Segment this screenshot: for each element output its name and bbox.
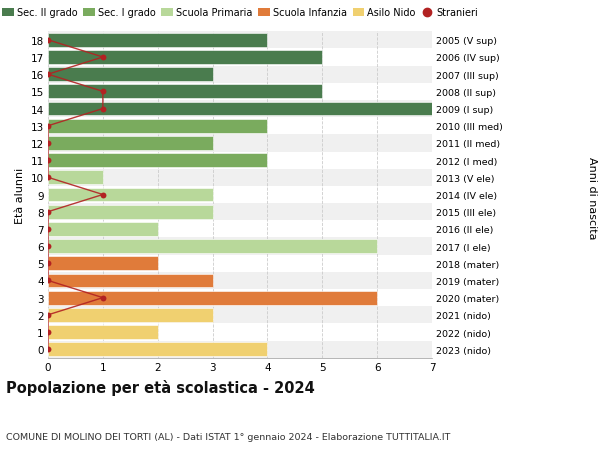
Bar: [48, 240, 377, 253]
Bar: [48, 205, 212, 219]
Point: [98, 191, 107, 199]
Point: [43, 329, 53, 336]
Point: [43, 260, 53, 267]
Bar: [48, 325, 158, 339]
Bar: [48, 186, 432, 204]
Point: [43, 123, 53, 130]
Text: Popolazione per età scolastica - 2024: Popolazione per età scolastica - 2024: [6, 379, 315, 395]
Point: [43, 312, 53, 319]
Text: COMUNE DI MOLINO DEI TORTI (AL) - Dati ISTAT 1° gennaio 2024 - Elaborazione TUTT: COMUNE DI MOLINO DEI TORTI (AL) - Dati I…: [6, 431, 451, 441]
Bar: [48, 169, 432, 186]
Point: [43, 174, 53, 182]
Bar: [48, 85, 322, 99]
Point: [43, 157, 53, 164]
Bar: [48, 49, 432, 67]
Point: [98, 106, 107, 113]
Bar: [48, 101, 432, 118]
Point: [43, 140, 53, 147]
Bar: [48, 32, 432, 49]
Bar: [48, 204, 432, 221]
Bar: [48, 255, 432, 272]
Bar: [48, 120, 268, 133]
Bar: [48, 324, 432, 341]
Bar: [48, 67, 432, 84]
Bar: [48, 223, 158, 236]
Point: [43, 346, 53, 353]
Bar: [48, 51, 322, 65]
Point: [98, 54, 107, 62]
Point: [43, 226, 53, 233]
Legend: Sec. II grado, Sec. I grado, Scuola Primaria, Scuola Infanzia, Asilo Nido, Stran: Sec. II grado, Sec. I grado, Scuola Prim…: [0, 5, 482, 22]
Point: [43, 277, 53, 285]
Bar: [48, 118, 432, 135]
Bar: [48, 171, 103, 185]
Bar: [48, 34, 268, 48]
Bar: [48, 152, 432, 169]
Bar: [48, 221, 432, 238]
Point: [43, 37, 53, 45]
Bar: [48, 342, 268, 356]
Point: [98, 89, 107, 96]
Y-axis label: Età alunni: Età alunni: [15, 167, 25, 223]
Bar: [48, 291, 377, 305]
Bar: [48, 135, 432, 152]
Bar: [48, 341, 432, 358]
Bar: [48, 84, 432, 101]
Bar: [48, 307, 432, 324]
Bar: [48, 102, 432, 116]
Bar: [48, 68, 212, 82]
Bar: [48, 137, 212, 151]
Bar: [48, 238, 432, 255]
Bar: [48, 154, 268, 168]
Point: [98, 294, 107, 302]
Bar: [48, 272, 432, 290]
Bar: [48, 290, 432, 307]
Point: [43, 71, 53, 78]
Text: Anni di nascita: Anni di nascita: [587, 156, 597, 239]
Bar: [48, 188, 212, 202]
Bar: [48, 274, 212, 288]
Bar: [48, 257, 158, 270]
Bar: [48, 308, 212, 322]
Point: [43, 243, 53, 250]
Point: [43, 208, 53, 216]
